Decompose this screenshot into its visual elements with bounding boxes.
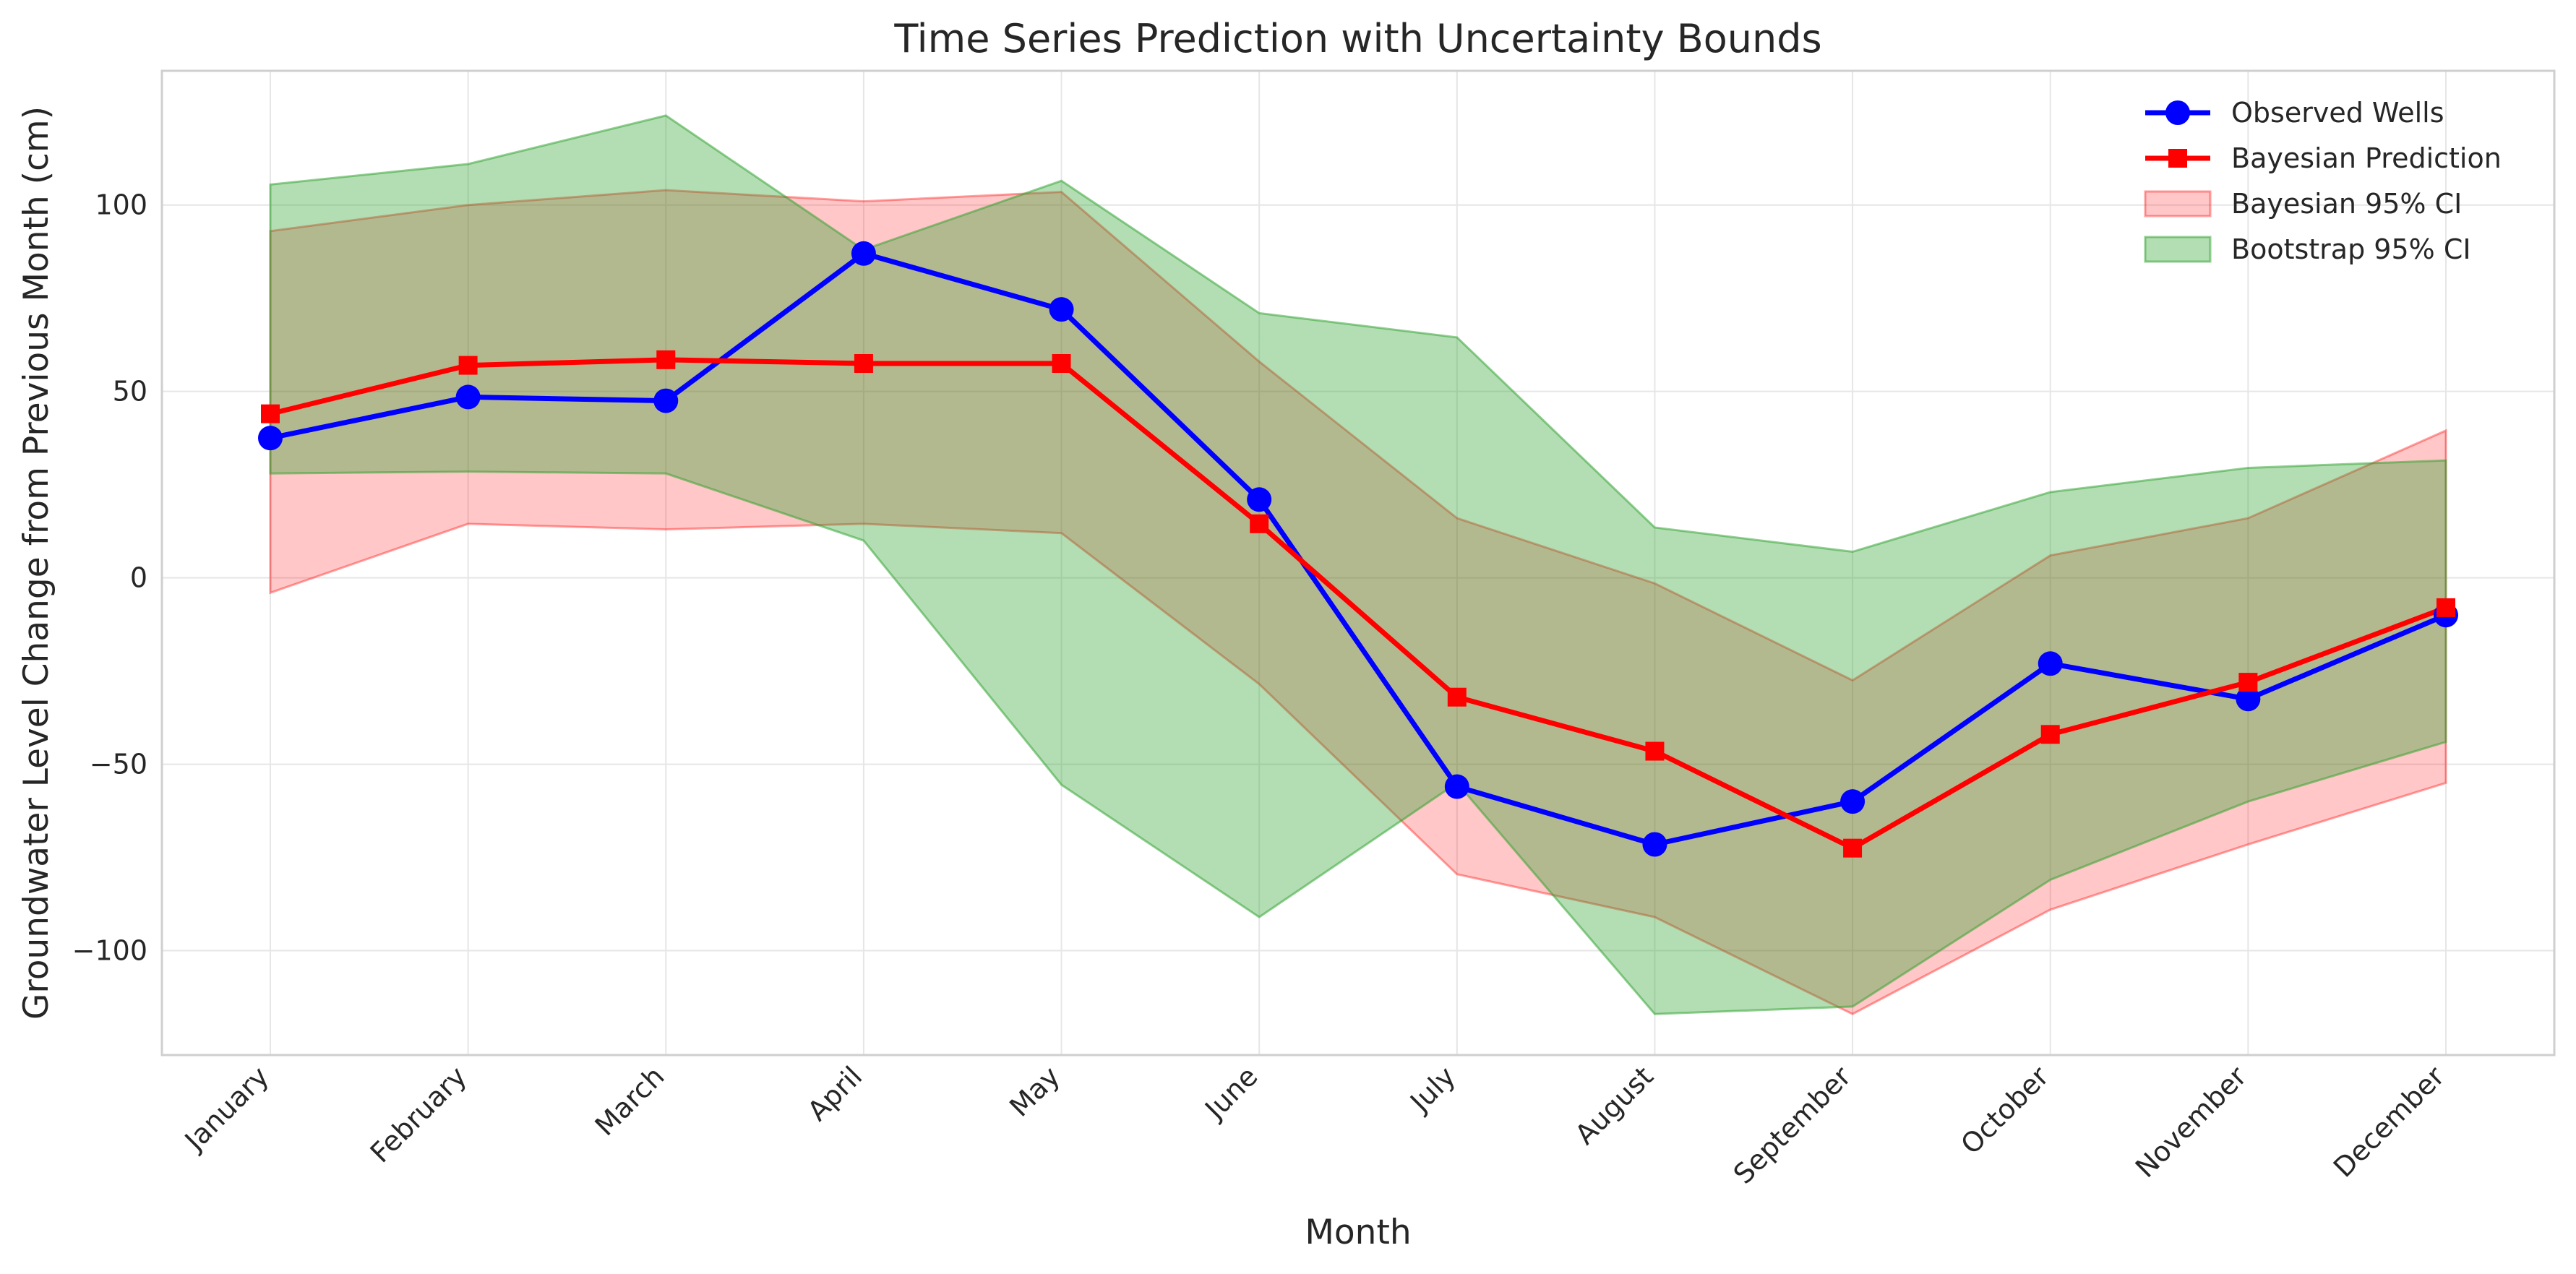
y-tick-label: 0 bbox=[130, 562, 147, 594]
bayesian-prediction-point bbox=[261, 404, 280, 423]
legend: Observed Wells Bayesian Prediction Bayesia… bbox=[2144, 97, 2502, 265]
x-tick-label: September bbox=[1727, 1060, 1858, 1190]
legend-label-bayesian-prediction: Bayesian Prediction bbox=[2231, 142, 2502, 174]
observed-wells-point bbox=[455, 384, 481, 410]
bayesian-95-ci-band bbox=[269, 189, 2447, 1015]
observed-wells-point bbox=[1840, 789, 1866, 814]
bayesian-prediction-point bbox=[1052, 353, 1071, 373]
chart-title: Time Series Prediction with Uncertainty … bbox=[893, 16, 1821, 61]
y-tick-label: −100 bbox=[72, 935, 147, 967]
x-tick-label: January bbox=[178, 1060, 275, 1157]
y-tick-label: −50 bbox=[90, 749, 147, 780]
legend-label-bayesian-95-ci: Bayesian 95% CI bbox=[2231, 188, 2462, 220]
confidence-bands bbox=[269, 114, 2447, 1015]
bayesian-prediction-point bbox=[1250, 514, 1269, 533]
y-tick-label: 100 bbox=[95, 189, 147, 221]
x-tick-label: October bbox=[1954, 1060, 2055, 1161]
legend-label-observed-wells: Observed Wells bbox=[2231, 97, 2444, 129]
x-tick-label: March bbox=[589, 1060, 671, 1142]
observed-wells-point bbox=[1444, 774, 1469, 799]
series-markers bbox=[258, 241, 2458, 858]
observed-wells-line bbox=[270, 251, 2447, 848]
x-axis-label: Month bbox=[1305, 1213, 1411, 1252]
x-tick-label: May bbox=[1003, 1060, 1066, 1123]
observed-wells-point bbox=[2038, 651, 2063, 676]
bayesian-prediction-point bbox=[854, 353, 873, 373]
bayesian-prediction-point bbox=[656, 350, 676, 369]
y-tick-label: 50 bbox=[113, 376, 147, 408]
observed-wells-point bbox=[851, 241, 876, 266]
legend-band-swatch bbox=[2144, 236, 2212, 263]
plot-frame bbox=[160, 69, 2556, 1056]
bayesian-prediction-point bbox=[2040, 725, 2060, 744]
legend-label-bootstrap-95-ci: Bootstrap 95% CI bbox=[2231, 233, 2471, 265]
series-lines bbox=[270, 251, 2447, 851]
bayesian-prediction-point bbox=[2437, 598, 2455, 617]
x-tick-labels: January February March April May June July Augu… bbox=[178, 1060, 2451, 1190]
observed-wells-point bbox=[258, 426, 283, 451]
x-tick-label: December bbox=[2327, 1060, 2451, 1184]
bayesian-prediction-point bbox=[1645, 741, 1665, 761]
x-tick-label: July bbox=[1403, 1060, 1461, 1119]
bayesian-prediction-line bbox=[270, 357, 2447, 851]
observed-wells-point bbox=[1049, 297, 1074, 322]
legend-circle-marker bbox=[2165, 100, 2190, 125]
legend-band-swatch bbox=[2144, 190, 2212, 218]
bayesian-prediction-point bbox=[458, 356, 478, 375]
x-tick-label: April bbox=[802, 1060, 869, 1127]
x-tick-label: August bbox=[1569, 1060, 1660, 1150]
bayesian-prediction-point bbox=[1447, 687, 1467, 707]
y-tick-labels: −100 −50 0 50 100 bbox=[72, 189, 147, 967]
observed-wells-point bbox=[1642, 832, 1667, 857]
observed-wells-point bbox=[1247, 487, 1272, 512]
bayesian-prediction-point bbox=[2238, 673, 2258, 692]
x-tick-label: June bbox=[1198, 1060, 1263, 1126]
legend-square-marker bbox=[2168, 149, 2187, 168]
bootstrap-95-ci-band bbox=[269, 114, 2447, 1015]
y-axis-label: Groundwater Level Change from Previous M… bbox=[17, 106, 56, 1020]
bayesian-prediction-point bbox=[1843, 838, 1863, 858]
observed-wells-point bbox=[653, 388, 679, 413]
x-tick-label: November bbox=[2129, 1060, 2253, 1184]
x-tick-label: February bbox=[364, 1060, 473, 1168]
observed-wells-point bbox=[2236, 687, 2261, 712]
